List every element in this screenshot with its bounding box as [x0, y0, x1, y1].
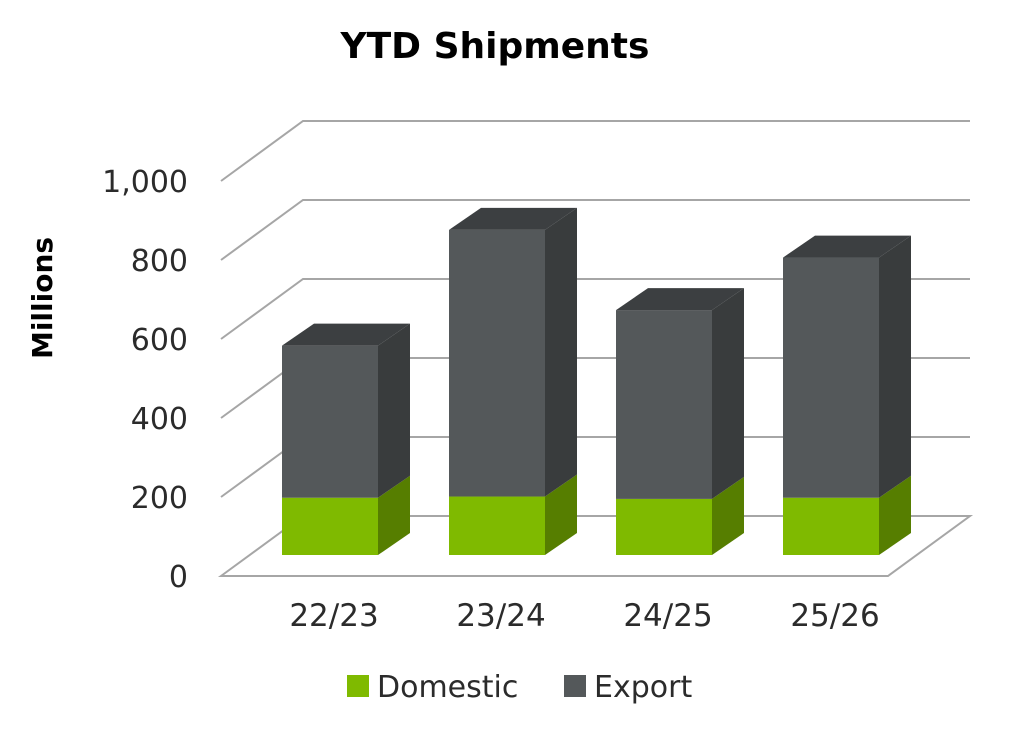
bar-side: [879, 475, 911, 555]
bar-top: [449, 207, 577, 230]
x-tick-label: 23/24: [456, 598, 545, 634]
bar-front: [449, 496, 545, 555]
y-tick-label: 400: [131, 402, 188, 437]
legend-swatch: [564, 675, 586, 697]
bar-export-22/23: [282, 323, 410, 498]
gridlines: [220, 120, 970, 498]
bar-side: [378, 475, 410, 555]
bar-side: [712, 476, 744, 555]
bar-front: [616, 498, 712, 555]
x-tick-labels: 22/23 23/24 24/25 25/26: [289, 598, 879, 634]
gridline: [220, 199, 970, 261]
bar-side: [879, 235, 911, 498]
legend-swatch: [347, 675, 369, 697]
bar-top: [282, 323, 410, 346]
x-tick-label: 25/26: [790, 598, 879, 634]
y-tick-label: 0: [169, 560, 188, 595]
y-axis-label: Millions: [26, 237, 59, 359]
bar-export-24/25: [616, 288, 744, 499]
x-tick-label: 24/25: [623, 598, 712, 634]
y-tick-label: 1,000: [102, 165, 188, 200]
gridline: [220, 120, 970, 182]
bar-top: [616, 288, 744, 311]
bar-domestic-22/23: [282, 475, 410, 555]
legend-label: Export: [594, 670, 692, 705]
y-tick-label: 200: [131, 481, 188, 516]
legend-item-export: Export: [564, 670, 692, 705]
bar-side: [545, 474, 577, 555]
bar-domestic-24/25: [616, 476, 744, 555]
bar-front: [282, 345, 378, 498]
legend-label: Domestic: [377, 670, 518, 705]
bar-front: [783, 257, 879, 498]
gridline: [220, 278, 970, 340]
bar-domestic-23/24: [449, 474, 577, 555]
y-tick-label: 800: [131, 244, 188, 279]
bar-export-25/26: [783, 235, 911, 498]
bar-front: [616, 310, 712, 499]
x-tick-label: 22/23: [289, 598, 378, 634]
legend: Domestic Export: [347, 670, 692, 705]
bar-side: [712, 288, 744, 499]
chart-title: YTD Shipments: [340, 26, 650, 67]
bar-front: [783, 497, 879, 555]
y-tick-label: 600: [131, 323, 188, 358]
bar-front: [282, 497, 378, 555]
bar-export-23/24: [449, 207, 577, 497]
bar-front: [449, 229, 545, 497]
bar-side: [378, 323, 410, 498]
legend-item-domestic: Domestic: [347, 670, 518, 705]
bar-side: [545, 207, 577, 497]
bar-domestic-25/26: [783, 475, 911, 555]
y-tick-labels: 0 200 400 600 800 1,000: [102, 165, 188, 595]
bar-top: [783, 235, 911, 258]
bars: [282, 207, 911, 555]
